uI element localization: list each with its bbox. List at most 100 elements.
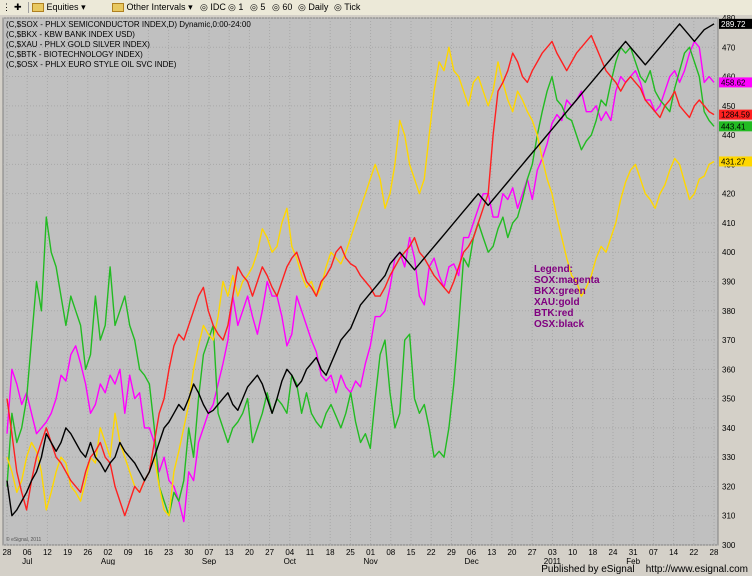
chart-title-line: (C,$OSX - PHLX EURO STYLE OIL SVC INDE) bbox=[6, 60, 177, 69]
y-tick-label: 370 bbox=[722, 336, 736, 345]
last-value-label-sox: 458.62 bbox=[719, 77, 752, 87]
x-tick-label: 27 bbox=[528, 548, 537, 557]
chart-title-line: (C,$BTK - BIOTECHNOLOGY INDEX) bbox=[6, 50, 143, 59]
x-tick-label: 03 bbox=[548, 548, 557, 557]
x-tick-label: 22 bbox=[427, 548, 436, 557]
x-tick-label: 06 bbox=[467, 548, 476, 557]
y-tick-label: 380 bbox=[722, 307, 736, 316]
x-tick-label: 16 bbox=[144, 548, 153, 557]
x-tick-label: 08 bbox=[386, 548, 395, 557]
x-month-label: Jul bbox=[22, 557, 32, 565]
x-tick-label: 18 bbox=[326, 548, 335, 557]
other-intervals-label: Other Intervals bbox=[127, 2, 186, 12]
interval-1[interactable]: ◎ 1 bbox=[228, 1, 243, 14]
y-tick-label: 300 bbox=[722, 541, 736, 550]
x-tick-label: 28 bbox=[3, 548, 12, 557]
x-month-label: Dec bbox=[464, 557, 478, 565]
y-tick-label: 340 bbox=[722, 424, 736, 433]
legend-entry: BTK:red bbox=[534, 308, 573, 319]
y-tick-label: 310 bbox=[722, 512, 736, 521]
crosshair-icon[interactable]: ✚ bbox=[14, 1, 22, 14]
y-tick-label: 470 bbox=[722, 43, 736, 52]
x-tick-label: 07 bbox=[649, 548, 658, 557]
x-month-label: Aug bbox=[101, 557, 115, 565]
x-tick-label: 04 bbox=[285, 548, 294, 557]
drag-handle-icon[interactable]: ⋮ bbox=[2, 1, 11, 14]
x-tick-label: 25 bbox=[346, 548, 355, 557]
x-tick-label: 24 bbox=[609, 548, 618, 557]
x-month-label: Sep bbox=[202, 557, 217, 565]
legend-entry: XAU:gold bbox=[534, 297, 580, 308]
x-tick-label: 20 bbox=[508, 548, 517, 557]
chevron-down-icon: ▾ bbox=[81, 2, 86, 12]
y-tick-label: 400 bbox=[722, 248, 736, 257]
chart-area: 300 310 320 330 340 350 360 370 380 390 400 410 420 4… bbox=[0, 15, 752, 565]
interval-tick[interactable]: ◎ Tick bbox=[334, 1, 360, 14]
y-tick-label: 320 bbox=[722, 482, 736, 491]
interval-60[interactable]: ◎ 60 bbox=[272, 1, 292, 14]
svg-text:443.41: 443.41 bbox=[721, 122, 746, 131]
equities-dropdown[interactable]: Equities ▾ bbox=[32, 1, 86, 14]
x-tick-label: 28 bbox=[710, 548, 719, 557]
y-tick-label: 410 bbox=[722, 219, 736, 228]
x-tick-label: 29 bbox=[447, 548, 456, 557]
x-month-label: Nov bbox=[363, 557, 377, 565]
x-month-label: Oct bbox=[284, 557, 297, 565]
legend-entry: OSX:black bbox=[534, 319, 584, 330]
chevron-down-icon: ▾ bbox=[188, 2, 193, 12]
svg-text:289.72: 289.72 bbox=[721, 20, 746, 29]
x-tick-label: 01 bbox=[366, 548, 375, 557]
y-tick-label: 350 bbox=[722, 395, 736, 404]
svg-text:458.62: 458.62 bbox=[721, 78, 746, 87]
chart-title-line: (C,$BKX - KBW BANK INDEX USD) bbox=[6, 30, 135, 39]
other-intervals-dropdown[interactable]: Other Intervals ▾ bbox=[112, 1, 193, 14]
chart-title-line: (C,$SOX - PHLX SEMICONDUCTOR INDEX,D) Dy… bbox=[6, 20, 251, 29]
x-tick-label: 13 bbox=[225, 548, 234, 557]
last-value-label-xau: 431.27 bbox=[719, 156, 752, 166]
x-tick-label: 06 bbox=[23, 548, 32, 557]
y-tick-label: 330 bbox=[722, 453, 736, 462]
x-tick-label: 30 bbox=[184, 548, 193, 557]
svg-text:431.27: 431.27 bbox=[721, 157, 746, 166]
footer: Published by eSignal http://www.esignal.… bbox=[0, 565, 752, 576]
x-tick-label: 12 bbox=[43, 548, 52, 557]
interval-5[interactable]: ◎ 5 bbox=[250, 1, 265, 14]
x-tick-label: 26 bbox=[83, 548, 92, 557]
watermark-text: © eSignal, 2011 bbox=[6, 536, 42, 543]
x-tick-label: 22 bbox=[689, 548, 698, 557]
equities-label: Equities bbox=[47, 2, 79, 12]
folder-icon bbox=[112, 3, 124, 12]
y-tick-label: 440 bbox=[722, 131, 736, 140]
legend-title: Legend: bbox=[534, 264, 573, 275]
folder-icon bbox=[32, 3, 44, 12]
legend-entry: SOX:magenta bbox=[534, 275, 600, 286]
y-tick-label: 360 bbox=[722, 365, 736, 374]
last-value-label-osx: 289.72 bbox=[719, 19, 752, 29]
x-tick-label: 09 bbox=[124, 548, 133, 557]
x-tick-label: 20 bbox=[245, 548, 254, 557]
x-tick-label: 02 bbox=[104, 548, 113, 557]
y-tick-label: 450 bbox=[722, 102, 736, 111]
last-value-label-bkx: 443.41 bbox=[719, 121, 752, 131]
last-value-label-btk: 1284.59 bbox=[719, 110, 752, 120]
x-tick-label: 18 bbox=[588, 548, 597, 557]
y-tick-label: 390 bbox=[722, 278, 736, 287]
x-tick-label: 14 bbox=[669, 548, 678, 557]
footer-credit: Published by eSignal http://www.esignal.… bbox=[541, 564, 748, 575]
interval-daily[interactable]: ◎ Daily bbox=[298, 1, 328, 14]
x-tick-label: 11 bbox=[306, 548, 315, 557]
x-tick-label: 19 bbox=[63, 548, 72, 557]
y-tick-label: 420 bbox=[722, 190, 736, 199]
x-tick-label: 10 bbox=[568, 548, 577, 557]
interval-idc[interactable]: ◎ IDC bbox=[200, 1, 226, 14]
x-tick-label: 15 bbox=[407, 548, 416, 557]
x-tick-label: 23 bbox=[164, 548, 173, 557]
x-tick-label: 27 bbox=[265, 548, 274, 557]
svg-text:1284.59: 1284.59 bbox=[721, 111, 750, 120]
legend-entry: BKX:green bbox=[534, 286, 586, 297]
line-chart: 3003103203303403503603703803904004104204… bbox=[0, 15, 752, 565]
chart-title-line: (C,$XAU - PHLX GOLD SILVER INDEX) bbox=[6, 40, 150, 49]
x-tick-label: 13 bbox=[487, 548, 496, 557]
chart-toolbar: ⋮ ✚ Equities ▾ Other Intervals ▾ ◎ IDC ◎… bbox=[0, 0, 752, 16]
x-tick-label: 07 bbox=[205, 548, 214, 557]
